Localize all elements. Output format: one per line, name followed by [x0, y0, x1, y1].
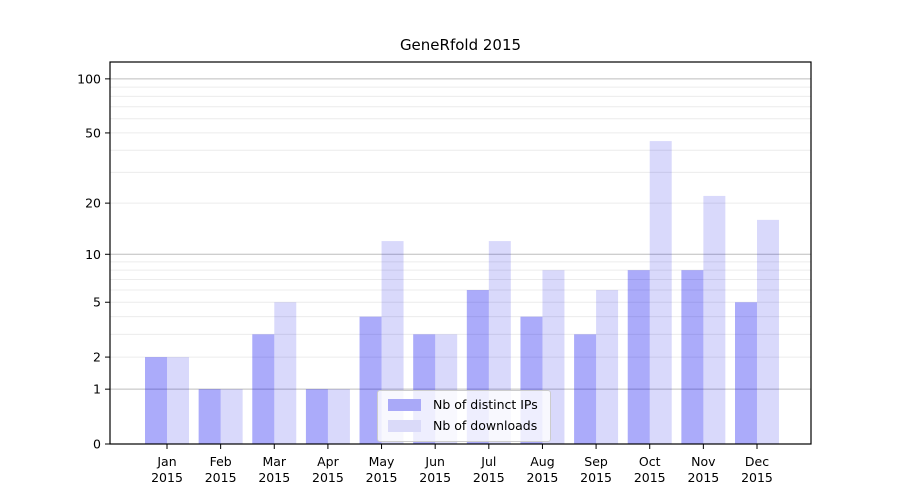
x-tick-label-month: Jun — [424, 454, 445, 469]
y-tick-label: 5 — [93, 295, 101, 310]
y-tick-label: 2 — [93, 350, 101, 365]
x-tick-label-month: Mar — [262, 454, 286, 469]
bar-distinct-ips-mar — [252, 334, 275, 444]
x-tick-label-year: 2015 — [205, 470, 237, 485]
legend-label-downloads: Nb of downloads — [433, 417, 538, 433]
bar-distinct-ips-sep — [574, 334, 597, 444]
y-tick-label: 20 — [85, 196, 101, 211]
x-tick-label-month: Jan — [156, 454, 176, 469]
chart-title: GeneRfold 2015 — [399, 36, 522, 54]
legend-label-distinct-ips: Nb of distinct IPs — [433, 397, 538, 412]
x-tick-label-month: Nov — [691, 454, 716, 469]
y-tick-label: 0 — [93, 437, 101, 452]
bar-downloads-sep — [596, 290, 619, 444]
x-tick-label-month: Oct — [639, 454, 661, 469]
x-tick-label-month: Aug — [530, 454, 554, 469]
x-tick-label-year: 2015 — [527, 470, 559, 485]
x-tick-label-year: 2015 — [258, 470, 290, 485]
legend-entry-distinct-ips: Nb of distinct IPs — [388, 398, 538, 412]
legend-swatch-distinct-ips — [388, 398, 421, 411]
legend-box: Nb of distinct IPs Nb of downloads — [377, 390, 551, 442]
bar-distinct-ips-feb — [198, 389, 221, 444]
bar-distinct-ips-may — [359, 316, 382, 444]
bar-distinct-ips-nov — [681, 270, 704, 444]
x-tick-label-month: Feb — [210, 454, 232, 469]
bar-downloads-apr — [327, 389, 350, 444]
bar-distinct-ips-jan — [145, 357, 167, 444]
bar-distinct-ips-apr — [305, 389, 328, 444]
x-tick-label-month: Dec — [745, 454, 769, 469]
x-tick-label-year: 2015 — [634, 470, 666, 485]
bar-downloads-dec — [756, 219, 779, 444]
bar-downloads-mar — [274, 302, 297, 444]
y-tick-label: 50 — [85, 125, 101, 140]
x-tick-label-year: 2015 — [741, 470, 773, 485]
plot-border — [109, 61, 812, 445]
y-tick-label: 10 — [85, 247, 101, 262]
x-tick-label-month: May — [369, 454, 395, 469]
x-tick-label-year: 2015 — [312, 470, 344, 485]
x-tick-label-year: 2015 — [687, 470, 719, 485]
bar-downloads-jan — [167, 357, 189, 444]
bar-distinct-ips-oct — [627, 270, 650, 444]
x-tick-label-month: Jul — [480, 454, 496, 469]
bar-downloads-oct — [649, 141, 672, 444]
x-tick-label-month: Sep — [584, 454, 608, 469]
bar-downloads-feb — [220, 389, 243, 444]
bar-distinct-ips-dec — [734, 302, 757, 444]
y-tick-label: 1 — [93, 382, 101, 397]
x-tick-label-month: Apr — [317, 454, 339, 469]
x-tick-label-year: 2015 — [151, 470, 183, 485]
bar-downloads-nov — [703, 195, 726, 444]
x-tick-label-year: 2015 — [419, 470, 451, 485]
x-tick-label-year: 2015 — [580, 470, 612, 485]
legend-entry-downloads: Nb of downloads — [388, 417, 538, 433]
x-tick-label-year: 2015 — [473, 470, 505, 485]
x-tick-label-year: 2015 — [366, 470, 398, 485]
y-tick-label: 100 — [77, 71, 101, 86]
legend-swatch-downloads — [388, 419, 421, 432]
